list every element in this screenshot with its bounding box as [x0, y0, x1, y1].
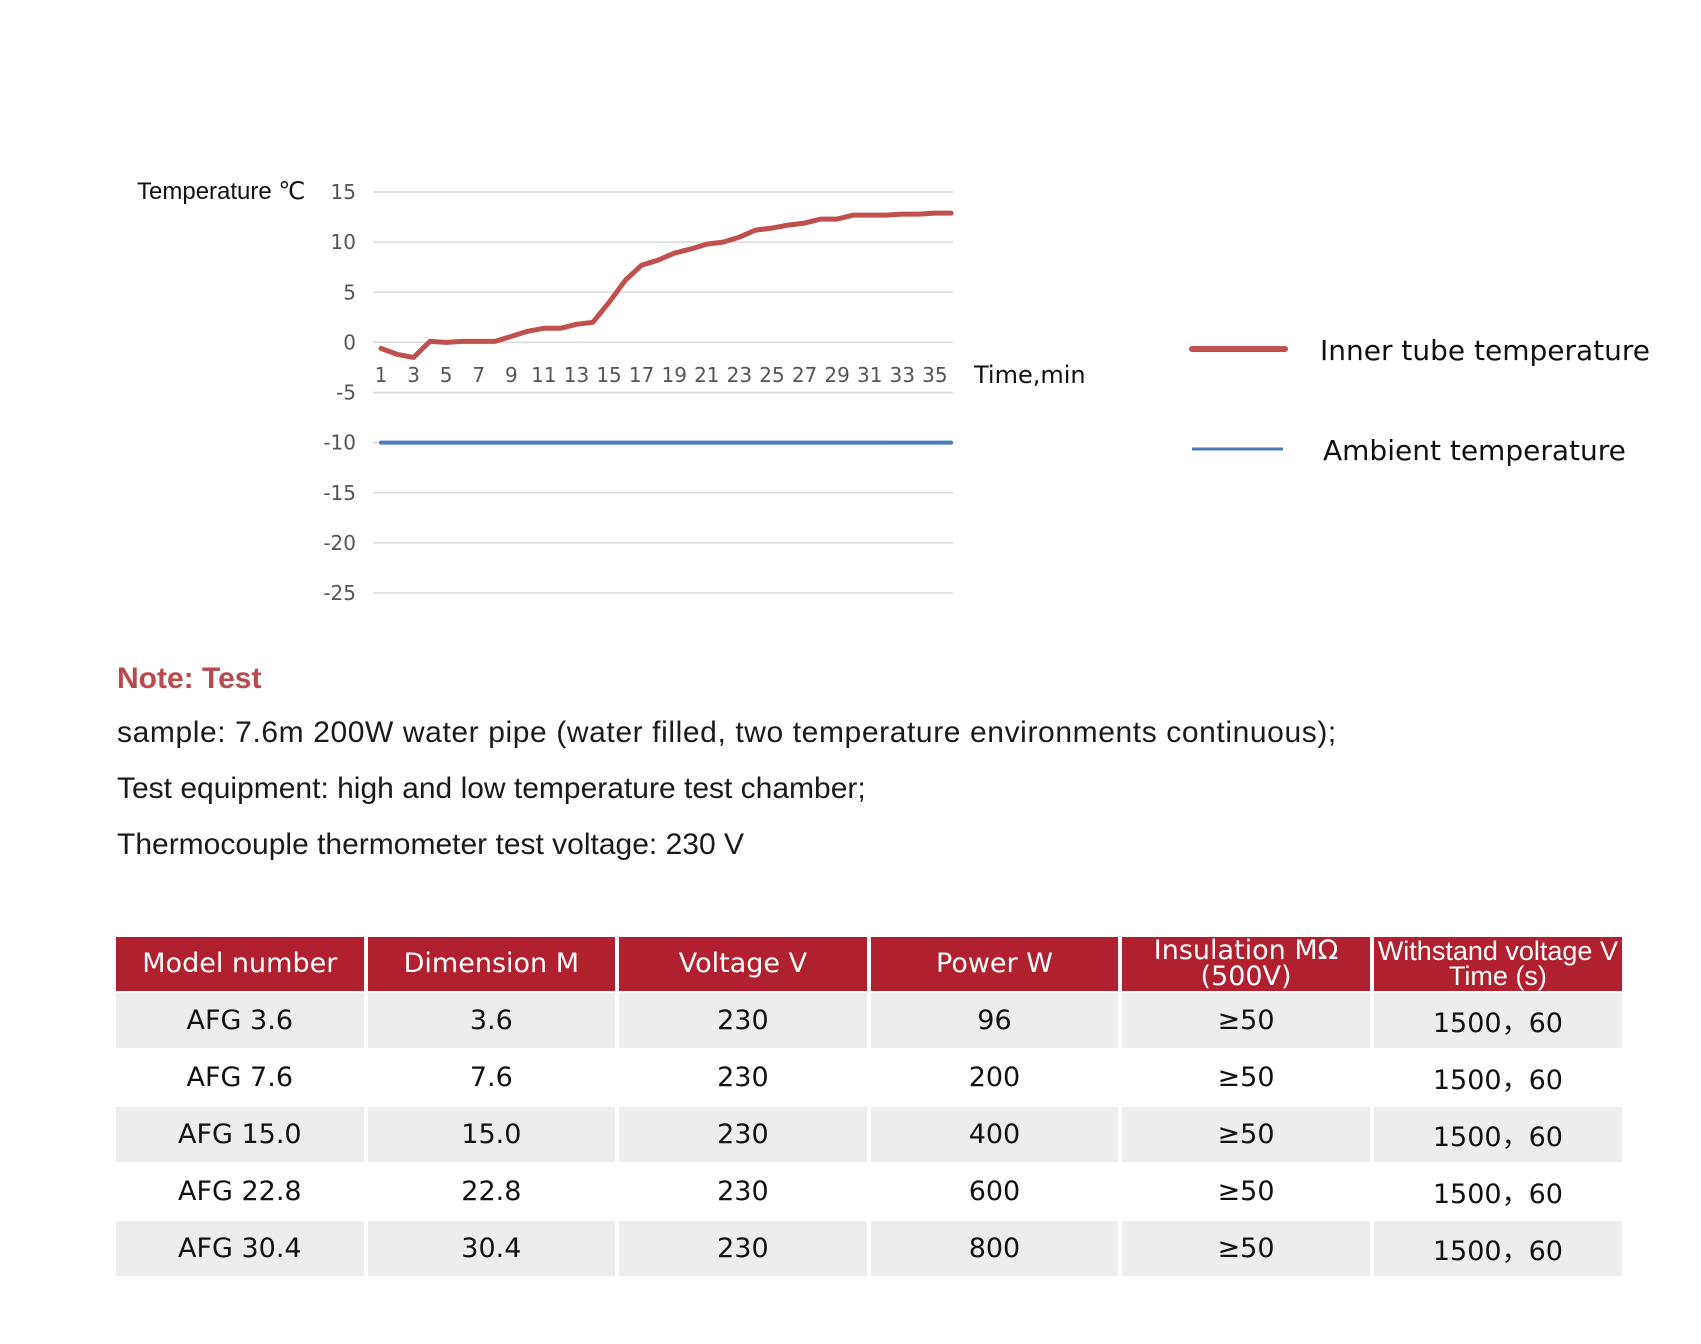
cell-dimension: 22.8: [367, 1164, 616, 1219]
y-tick-label: -10: [323, 431, 356, 455]
cell-voltage: 230: [619, 1107, 867, 1162]
header-withstand-line1: Withstand voltage V: [1377, 936, 1618, 966]
cell-withstand: 1500，60: [1373, 1164, 1622, 1219]
cell-dimension: 30.4: [367, 1221, 616, 1276]
x-tick-label: 27: [792, 363, 817, 387]
cell-power: 96: [870, 993, 1119, 1048]
cell-model: AFG 3.6: [116, 993, 364, 1048]
cell-dimension: 3.6: [367, 993, 616, 1048]
cell-power: 600: [870, 1164, 1119, 1219]
cell-insulation: ≥50: [1122, 1107, 1370, 1162]
x-tick-label: 11: [531, 363, 556, 387]
header-insulation: Insulation MΩ (500V): [1122, 937, 1370, 991]
cell-voltage: 230: [619, 1050, 867, 1105]
cell-voltage: 230: [619, 1164, 867, 1219]
x-tick-label: 1: [375, 363, 388, 387]
cell-voltage: 230: [619, 1221, 867, 1276]
cell-withstand: 1500，60: [1373, 1050, 1622, 1105]
y-axis-ticks: 15 10 5 0 -5 -10 -15 -20 -25: [323, 180, 356, 605]
x-tick-label: 23: [727, 363, 752, 387]
x-axis-label: Time,min: [973, 361, 1086, 389]
table-header-row: Model number Dimension M Voltage V Power…: [116, 937, 1622, 991]
cell-model: AFG 15.0: [116, 1107, 364, 1162]
x-tick-label: 21: [694, 363, 719, 387]
x-tick-label: 3: [407, 363, 420, 387]
cell-insulation: ≥50: [1122, 1221, 1370, 1276]
header-withstand: Withstand voltage V Time (s): [1373, 936, 1622, 991]
x-tick-label: 31: [857, 363, 882, 387]
y-tick-label: -20: [323, 531, 356, 555]
chart-gridlines: [373, 191, 953, 594]
cell-withstand: 1500，60: [1373, 993, 1622, 1048]
cell-model: AFG 7.6: [116, 1050, 364, 1105]
y-tick-label: 0: [343, 330, 356, 354]
cell-dimension: 15.0: [367, 1107, 616, 1162]
y-tick-label: 15: [331, 180, 356, 204]
x-tick-label: 25: [759, 363, 784, 387]
y-tick-label: 10: [331, 230, 356, 254]
cell-insulation: ≥50: [1122, 993, 1370, 1048]
header-voltage: Voltage V: [619, 937, 867, 991]
x-tick-label: 17: [629, 363, 654, 387]
header-dimension: Dimension M: [367, 937, 616, 991]
table-row: AFG 7.6 7.6 230 200 ≥50 1500，60: [116, 1050, 1622, 1105]
table-row: AFG 3.6 3.6 230 96 ≥50 1500，60: [116, 993, 1622, 1048]
chart-series: [378, 210, 954, 445]
x-tick-label: 15: [596, 363, 621, 387]
table-row: AFG 30.4 30.4 230 800 ≥50 1500，60: [116, 1221, 1622, 1276]
cell-withstand: 1500，60: [1373, 1221, 1622, 1276]
cell-power: 200: [870, 1050, 1119, 1105]
y-tick-label: -5: [336, 381, 356, 405]
cell-power: 400: [870, 1107, 1119, 1162]
table-row: AFG 15.0 15.0 230 400 ≥50 1500，60: [116, 1107, 1622, 1162]
cell-power: 800: [870, 1221, 1119, 1276]
cell-model: AFG 30.4: [116, 1221, 364, 1276]
note-voltage-line: Thermocouple thermometer test voltage: 2…: [117, 828, 744, 861]
y-tick-label: 5: [343, 280, 356, 304]
cell-dimension: 7.6: [367, 1050, 616, 1105]
y-axis-label: Temperature ℃: [137, 178, 305, 205]
header-insulation-line2: (500V): [1200, 961, 1292, 992]
x-tick-label: 35: [922, 363, 947, 387]
header-insulation-line1: Insulation MΩ: [1153, 935, 1339, 966]
cell-insulation: ≥50: [1122, 1050, 1370, 1105]
header-model: Model number: [116, 937, 364, 991]
x-tick-label: 19: [661, 363, 686, 387]
series-line-inner-tube: [378, 210, 954, 360]
table-row: AFG 22.8 22.8 230 600 ≥50 1500，60: [116, 1164, 1622, 1219]
cell-model: AFG 22.8: [116, 1164, 364, 1219]
x-tick-label: 33: [890, 363, 915, 387]
x-tick-label: 29: [824, 363, 849, 387]
y-tick-label: -25: [323, 581, 356, 605]
cell-insulation: ≥50: [1122, 1164, 1370, 1219]
header-power: Power W: [870, 937, 1119, 991]
x-tick-label: 9: [505, 363, 518, 387]
legend: Inner tube temperature Ambient temperatu…: [1189, 334, 1650, 467]
note-equipment-line: Test equipment: high and low temperature…: [117, 772, 866, 805]
x-tick-label: 13: [564, 363, 589, 387]
cell-voltage: 230: [619, 993, 867, 1048]
spec-table: Model number Dimension M Voltage V Power…: [112, 935, 1626, 1278]
legend-label-inner-tube: Inner tube temperature: [1320, 334, 1650, 367]
y-tick-label: -15: [323, 481, 356, 505]
cell-withstand: 1500，60: [1373, 1107, 1622, 1162]
note-title: Note: Test: [117, 662, 262, 695]
x-axis-ticks: 1 3 5 7 9 11 13 15 17 19 21 23 25 27 29 31 33 35: [375, 363, 948, 387]
x-tick-label: 7: [472, 363, 485, 387]
header-withstand-line2: Time (s): [1448, 961, 1547, 991]
legend-label-ambient: Ambient temperature: [1323, 434, 1626, 467]
note-sample-line: sample: 7.6m 200W water pipe (water fill…: [117, 716, 1337, 749]
x-tick-label: 5: [440, 363, 453, 387]
